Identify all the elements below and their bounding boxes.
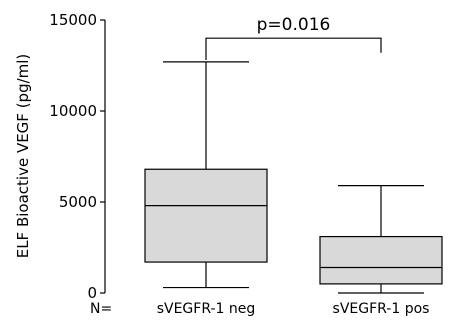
category-label: sVEGFR-1 neg bbox=[157, 301, 256, 317]
iqr-box bbox=[144, 168, 268, 263]
y-tick-label: 0 bbox=[87, 284, 97, 302]
y-ticks: 0 5000 10000 15000 bbox=[49, 11, 105, 302]
significance-bracket bbox=[205, 37, 382, 61]
boxes bbox=[144, 61, 443, 294]
iqr-box bbox=[319, 235, 443, 285]
box-1 bbox=[144, 61, 268, 289]
category-label: sVEGFR-1 pos bbox=[333, 301, 430, 317]
y-axis-label: ELF Bioactive VEGF (pg/ml) bbox=[14, 54, 32, 259]
significance-annotation: p=0.016 bbox=[205, 15, 382, 61]
y-tick-label: 15000 bbox=[49, 11, 97, 29]
box-2 bbox=[319, 185, 443, 294]
p-value-label: p=0.016 bbox=[257, 15, 331, 35]
category-labels: sVEGFR-1 neg sVEGFR-1 pos bbox=[157, 301, 430, 317]
y-tick-label: 5000 bbox=[59, 193, 97, 211]
n-label: N= bbox=[90, 301, 112, 317]
y-tick-label: 10000 bbox=[49, 102, 97, 120]
